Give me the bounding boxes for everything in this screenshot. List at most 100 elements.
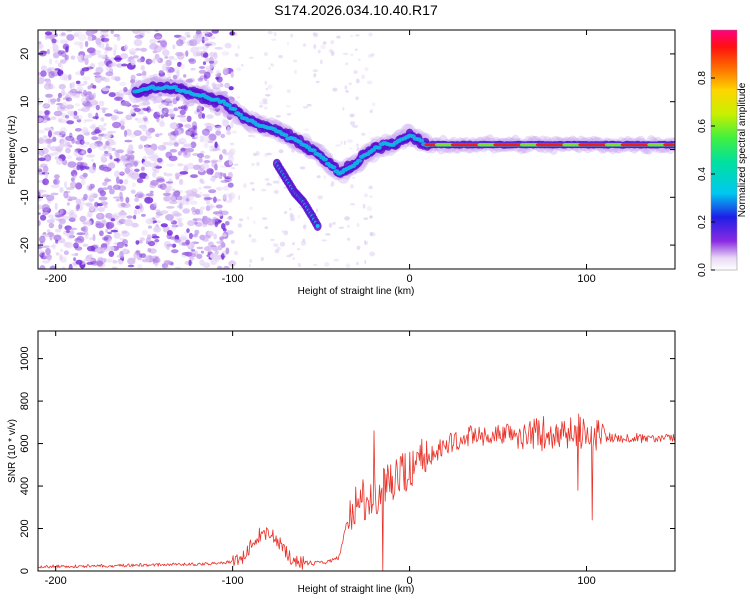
noise-blob (325, 233, 331, 236)
noise-blob (168, 195, 177, 203)
noise-blob (155, 133, 160, 137)
noise-blob (177, 163, 184, 167)
noise-blob (123, 129, 128, 138)
noise-blob (176, 70, 180, 78)
noise-blob (38, 245, 43, 249)
noise-blob (188, 195, 194, 201)
noise-blob (149, 154, 159, 162)
noise-blob (234, 53, 239, 57)
noise-blob (140, 205, 144, 213)
noise-blob (113, 109, 119, 114)
noise-blob (92, 234, 96, 242)
noise-blob (101, 247, 109, 252)
noise-blob (222, 265, 230, 269)
noise-blob (250, 110, 253, 113)
noise-blob (340, 140, 344, 145)
noise-blob (45, 247, 51, 256)
noise-blob (246, 216, 250, 220)
noise-blob (159, 183, 167, 190)
noise-blob (91, 103, 96, 109)
noise-blob (196, 37, 201, 45)
noise-blob (160, 40, 168, 48)
noise-blob (165, 59, 172, 67)
noise-blob (112, 196, 122, 199)
noise-blob (214, 46, 223, 50)
noise-blob (124, 139, 133, 143)
noise-blob (59, 127, 67, 135)
noise-blob (135, 193, 139, 201)
noise-blob (79, 215, 87, 223)
noise-blob (180, 63, 185, 69)
noise-blob (201, 162, 210, 170)
noise-blob (60, 248, 64, 253)
noise-blob (178, 222, 184, 227)
noise-blob (198, 186, 202, 190)
noise-blob (364, 193, 368, 198)
noise-blob (169, 149, 178, 153)
noise-blob (370, 53, 373, 57)
noise-blob (368, 185, 373, 190)
noise-blob (297, 262, 301, 268)
noise-blob (296, 248, 301, 251)
noise-blob (204, 41, 214, 44)
noise-blob (345, 263, 351, 269)
noise-blob (38, 168, 43, 173)
noise-blob (103, 167, 108, 173)
noise-blob (227, 126, 230, 134)
noise-blob (265, 87, 269, 91)
noise-blob (38, 110, 44, 115)
noise-blob (54, 59, 59, 64)
noise-blob (209, 168, 214, 175)
noise-blob (209, 205, 216, 209)
ridge-branch-inner (315, 224, 320, 228)
snr-xtick-label: 100 (577, 575, 595, 587)
noise-blob (107, 162, 116, 169)
noise-blob (128, 48, 137, 55)
noise-blob (363, 217, 369, 221)
noise-blob (356, 147, 360, 152)
noise-blob (41, 147, 49, 155)
noise-blob (118, 211, 128, 216)
noise-blob (58, 83, 66, 90)
noise-blob (332, 87, 338, 92)
noise-blob (328, 222, 333, 228)
noise-blob (153, 33, 163, 40)
noise-blob (118, 179, 124, 185)
noise-blob (173, 238, 179, 242)
spectrogram-xtick-label: -200 (45, 273, 67, 285)
noise-blob (130, 172, 140, 180)
noise-blob (68, 74, 72, 81)
noise-blob (57, 50, 65, 55)
noise-blob (206, 200, 210, 205)
noise-blob (264, 226, 269, 230)
noise-blob (58, 238, 66, 244)
noise-blob (104, 152, 112, 157)
noise-blob (84, 141, 90, 145)
noise-blob (185, 200, 189, 206)
noise-blob (185, 50, 189, 57)
noise-blob (233, 163, 239, 166)
noise-blob (312, 32, 317, 37)
noise-blob (302, 43, 307, 47)
noise-blob (356, 222, 360, 228)
noise-blob (213, 196, 217, 203)
noise-blob (145, 148, 155, 156)
noise-blob (141, 213, 146, 217)
noise-blob (72, 33, 80, 37)
noise-blob (343, 140, 346, 145)
noise-blob (213, 233, 217, 240)
noise-blob (273, 189, 279, 194)
noise-blob (209, 51, 215, 58)
noise-blob (46, 194, 55, 201)
noise-blob (191, 121, 198, 129)
noise-blob (84, 40, 89, 48)
noise-blob (202, 224, 208, 228)
noise-blob (73, 115, 79, 120)
noise-blob (66, 34, 75, 41)
noise-blob (207, 140, 214, 144)
noise-blob (89, 254, 93, 258)
noise-blob (38, 220, 41, 227)
noise-blob (205, 125, 213, 132)
noise-blob (225, 247, 230, 255)
